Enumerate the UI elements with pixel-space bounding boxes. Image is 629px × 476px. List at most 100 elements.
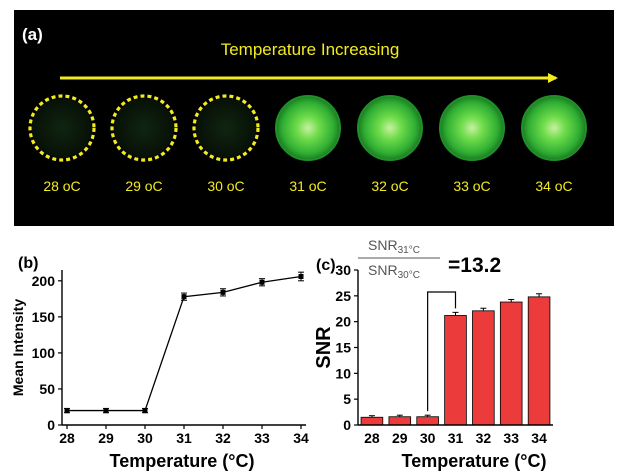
sample-wells: 28 oC 29 oC 30 oC 31 oC 32 oC 33 oC 34 oC	[28, 94, 587, 194]
point-marker	[181, 294, 187, 300]
y-tick-label: 10	[335, 365, 351, 381]
well-rim	[521, 95, 587, 161]
glowing-well	[440, 96, 504, 160]
glowing-well	[358, 96, 422, 160]
y-tick-label: 20	[335, 314, 351, 330]
x-tick-label: 34	[293, 430, 309, 446]
bar-rect	[444, 315, 467, 426]
sample-temperature-label: 34 oC	[535, 178, 572, 194]
sample-temperature-label: 32 oC	[371, 178, 408, 194]
y-tick-label: 15	[335, 340, 351, 356]
data-point	[259, 278, 265, 287]
y-tick-label: 150	[32, 309, 56, 325]
ratio-numerator: SNR31°C	[368, 237, 420, 256]
point-marker	[259, 279, 265, 285]
ratio-bracket	[427, 291, 457, 412]
x-tick-label: 31	[448, 430, 464, 446]
panel-c-bars	[360, 293, 551, 426]
sample-temperature-label: 30 oC	[207, 178, 244, 194]
dashed-outline	[110, 94, 178, 162]
x-tick-label: 30	[137, 430, 153, 446]
x-tick-label: 34	[531, 430, 547, 446]
sample-temperature-label: 31 oC	[289, 178, 326, 194]
bar-rect	[527, 296, 551, 426]
x-tick-label: 31	[176, 430, 192, 446]
sample-temperature-label: 28 oC	[43, 178, 80, 194]
bar	[416, 414, 439, 426]
panel-c-x-ticks: 28 29 30 31 32 33 34	[364, 430, 547, 446]
sample-well: 28 oC	[28, 94, 96, 194]
panel-a: (a) Temperature Increasing 28 oC 29 oC 30 …	[14, 10, 614, 226]
dark-well	[32, 98, 92, 158]
data-point	[64, 407, 70, 414]
data-point	[103, 407, 109, 414]
y-tick-label: 100	[32, 345, 56, 361]
panel-b-y-label: Mean Intensity	[10, 299, 26, 396]
dark-well	[196, 98, 256, 158]
sample-temperature-label: 29 oC	[125, 178, 162, 194]
sample-well: 34 oC	[521, 95, 587, 194]
x-tick-label: 32	[215, 430, 231, 446]
panel-b-y-ticks: 0 50 100 150 200	[32, 273, 62, 433]
bar-rect	[360, 416, 384, 426]
bar	[472, 307, 495, 426]
bar-rect	[416, 416, 439, 426]
dark-well	[114, 98, 174, 158]
point-marker	[298, 273, 304, 279]
data-point	[142, 407, 148, 414]
bar	[499, 298, 523, 426]
bar-rect	[499, 301, 523, 426]
panel-c: (c) 0 5 10 15 20 25 30 28 29 30 31 32 33 34 SNR Temp…	[313, 237, 553, 471]
data-point	[181, 292, 187, 301]
panel-b-label: (b)	[18, 255, 38, 272]
panel-c-x-label: Temperature (°C)	[402, 451, 547, 471]
y-tick-label: 200	[32, 273, 56, 289]
dashed-outline	[28, 94, 96, 162]
panel-b-x-label: Temperature (°C)	[110, 451, 255, 471]
y-tick-label: 5	[343, 391, 351, 407]
y-tick-label: 25	[335, 288, 351, 304]
sample-well: 30 oC	[192, 94, 260, 194]
ratio-denominator: SNR30°C	[368, 262, 420, 281]
x-tick-label: 30	[420, 430, 436, 446]
well-rim	[439, 95, 505, 161]
panel-a-label: (a)	[22, 25, 43, 44]
x-tick-label: 28	[364, 430, 380, 446]
y-tick-label: 50	[39, 381, 55, 397]
bar	[527, 293, 551, 426]
point-marker	[220, 289, 226, 295]
x-tick-label: 33	[503, 430, 519, 446]
ratio-value: =13.2	[448, 254, 501, 277]
data-point	[220, 288, 226, 297]
glowing-well	[522, 96, 586, 160]
panel-b: (b) 0 50 100 150 200 28 29 30 31 32 33 34 Mean Int…	[10, 255, 309, 471]
sample-well: 31 oC	[275, 95, 341, 194]
sample-well: 29 oC	[110, 94, 178, 194]
well-rim	[275, 95, 341, 161]
panel-b-x-ticks: 28 29 30 31 32 33 34	[59, 425, 309, 446]
sample-well: 33 oC	[439, 95, 505, 194]
point-marker	[64, 408, 70, 414]
sample-well: 32 oC	[357, 95, 423, 194]
panel-c-y-ticks: 0 5 10 15 20 25 30	[335, 262, 358, 433]
bar	[388, 414, 412, 426]
y-tick-label: 0	[343, 417, 351, 433]
x-tick-label: 28	[59, 430, 75, 446]
dashed-outline	[192, 94, 260, 162]
x-tick-label: 29	[98, 430, 114, 446]
y-tick-label: 0	[47, 417, 55, 433]
bar-rect	[472, 310, 495, 426]
point-marker	[142, 408, 148, 414]
well-rim	[357, 95, 423, 161]
y-tick-label: 30	[335, 262, 351, 278]
bar	[360, 415, 384, 426]
panel-c-y-label: SNR	[313, 326, 335, 369]
point-marker	[103, 408, 109, 414]
panel-c-label: (c)	[316, 257, 336, 274]
snr-ratio-annotation: SNR31°C SNR30°C =13.2	[358, 237, 501, 412]
glowing-well	[276, 96, 340, 160]
sample-temperature-label: 33 oC	[453, 178, 490, 194]
data-point	[298, 271, 304, 282]
